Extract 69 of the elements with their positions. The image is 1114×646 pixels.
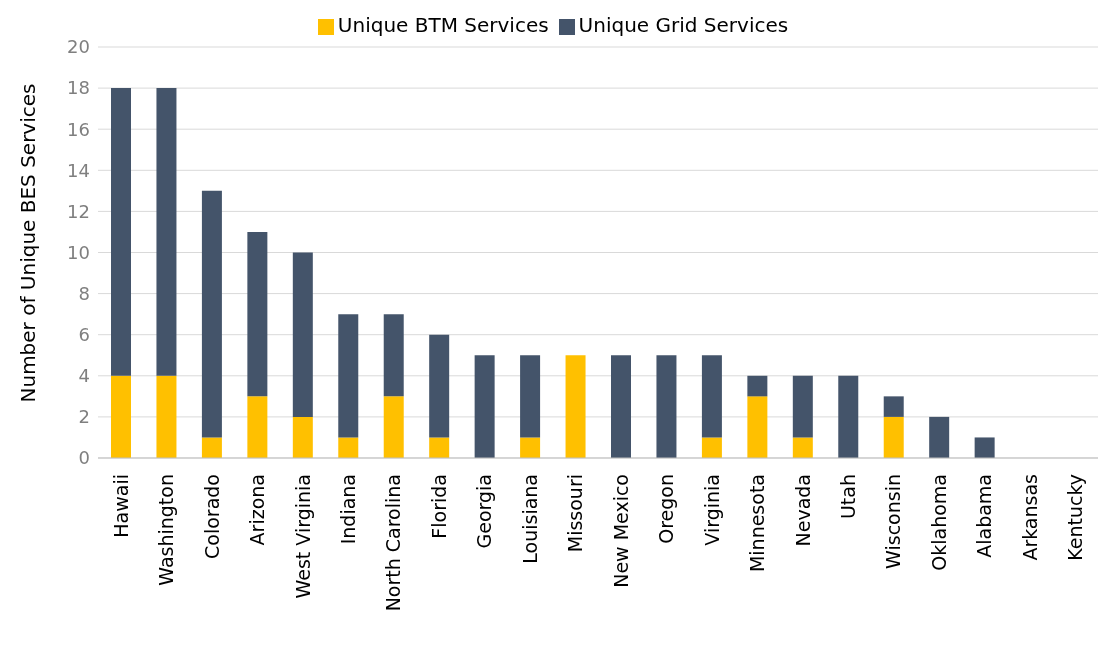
bar <box>883 396 904 417</box>
legend-label: Unique Grid Services <box>578 13 789 37</box>
y-tick-label: 0 <box>78 447 90 469</box>
y-tick-label: 20 <box>67 36 90 58</box>
bar <box>520 355 541 438</box>
bar <box>201 437 222 458</box>
bar <box>429 437 450 458</box>
x-tick-label: Alabama <box>973 474 996 558</box>
y-tick-label: 12 <box>67 200 90 222</box>
bar <box>383 396 404 458</box>
x-tick-label: Arizona <box>246 474 269 546</box>
y-tick-label: 10 <box>67 241 90 263</box>
x-tick-label: Kentucky <box>1064 474 1087 561</box>
bar <box>701 437 722 458</box>
bar <box>929 416 950 458</box>
x-tick-label: Utah <box>837 474 859 520</box>
x-tick-label: Wisconsin <box>882 474 905 569</box>
bar <box>838 375 859 458</box>
y-tick-label: 8 <box>78 282 90 304</box>
x-tick-label: Florida <box>427 474 450 539</box>
bar <box>792 375 813 438</box>
bar <box>201 190 222 438</box>
bar <box>292 252 313 417</box>
bar <box>611 355 631 458</box>
x-tick-label: Virginia <box>700 474 723 546</box>
x-tick-label: Missouri <box>564 474 587 553</box>
bar <box>111 375 131 458</box>
bar <box>474 355 495 458</box>
bar <box>883 416 904 458</box>
x-tick-label: Oklahoma <box>927 474 950 571</box>
y-axis-title: Number of Unique BES Services <box>16 83 41 403</box>
x-tick-label: Nevada <box>791 474 814 547</box>
bar <box>247 396 268 458</box>
y-tick-label: 18 <box>67 77 90 99</box>
x-tick-label: Indiana <box>337 474 359 545</box>
bar <box>974 437 995 458</box>
bar <box>792 437 813 458</box>
y-tick-label: 2 <box>78 406 90 428</box>
bar <box>429 334 450 438</box>
x-tick-label: Hawaii <box>109 474 132 538</box>
y-tick-label: 4 <box>78 365 90 387</box>
bar <box>292 416 313 458</box>
bar <box>747 396 768 458</box>
bar <box>156 375 177 458</box>
bar <box>383 314 404 397</box>
bar <box>338 437 359 458</box>
x-tick-label: Washington <box>155 474 178 586</box>
bar <box>156 88 177 376</box>
bar <box>520 437 541 458</box>
x-tick-label: Minnesota <box>746 474 769 573</box>
x-tick-label: Georgia <box>473 474 496 549</box>
bar <box>247 231 268 397</box>
bar <box>747 375 768 397</box>
x-tick-label: West Virginia <box>291 474 314 599</box>
y-tick-label: 14 <box>67 159 90 181</box>
legend-label: Unique BTM Services <box>337 13 549 37</box>
x-tick-label: Colorado <box>200 474 223 559</box>
bar <box>338 314 359 438</box>
bar <box>565 355 586 458</box>
x-tick-label: Louisiana <box>518 474 541 564</box>
x-tick-label: New Mexico <box>609 474 632 588</box>
x-tick-label: North Carolina <box>382 474 405 612</box>
bar <box>656 355 677 458</box>
x-tick-label: Arkansas <box>1018 474 1041 561</box>
bar <box>701 355 722 438</box>
y-tick-label: 6 <box>78 324 90 346</box>
x-tick-label: Oregon <box>655 474 678 544</box>
y-tick-label: 16 <box>67 118 90 140</box>
bar <box>111 88 131 376</box>
